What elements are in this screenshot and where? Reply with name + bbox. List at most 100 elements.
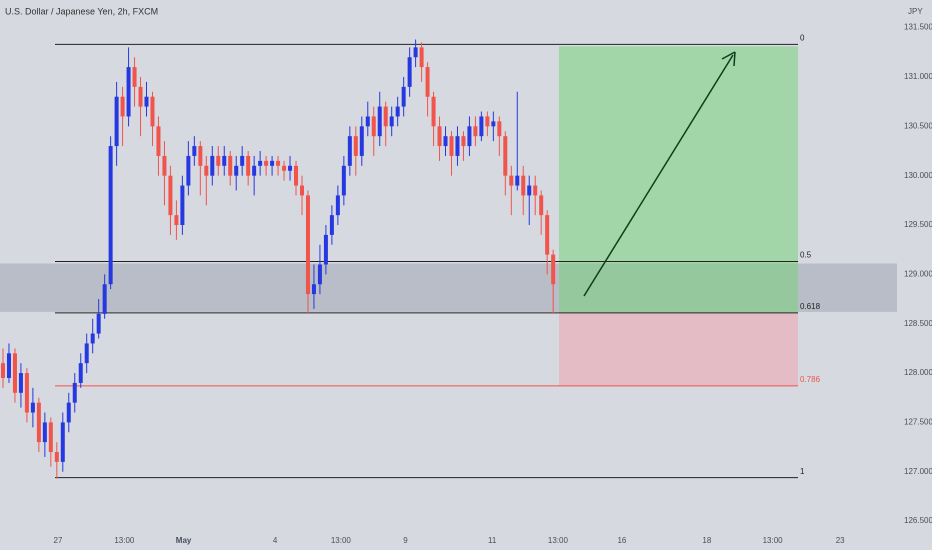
candle-body bbox=[503, 136, 508, 176]
candle-body bbox=[48, 422, 53, 453]
candle-body bbox=[204, 165, 209, 176]
candle-body bbox=[132, 67, 137, 87]
x-tick-label: 4 bbox=[273, 536, 278, 545]
arrow-line bbox=[583, 54, 734, 297]
candle-body bbox=[198, 146, 203, 166]
candle-body bbox=[395, 106, 400, 117]
candle-body bbox=[515, 175, 520, 186]
candle-body bbox=[192, 146, 197, 156]
x-tick-label: 13:00 bbox=[548, 536, 569, 545]
x-tick-label: 18 bbox=[702, 536, 711, 545]
candle-body bbox=[491, 121, 496, 127]
candle-body bbox=[114, 96, 119, 147]
candle-body bbox=[186, 155, 191, 186]
candle-body bbox=[461, 136, 466, 147]
candle-body bbox=[0, 363, 5, 378]
candle-body bbox=[425, 67, 430, 97]
x-tick-label: 13:00 bbox=[331, 536, 352, 545]
candle-body bbox=[323, 234, 328, 265]
candle-body bbox=[72, 382, 77, 403]
candle-body bbox=[60, 422, 65, 462]
candle-body bbox=[222, 155, 227, 166]
x-tick-label: May bbox=[176, 536, 192, 545]
candle-body bbox=[258, 160, 263, 166]
candle-body bbox=[551, 254, 556, 285]
candle-body bbox=[6, 353, 11, 378]
candle-body bbox=[545, 215, 550, 255]
candle-body bbox=[54, 452, 59, 462]
candle-body bbox=[299, 185, 304, 196]
candle-body bbox=[479, 116, 484, 137]
candle-body bbox=[252, 165, 257, 176]
candle-body bbox=[282, 165, 287, 171]
target-box bbox=[559, 46, 798, 313]
candle-body bbox=[180, 185, 185, 226]
fib-label: 0.618 bbox=[800, 302, 821, 311]
candle-body bbox=[42, 422, 47, 443]
candle-body bbox=[228, 155, 233, 176]
candle-body bbox=[12, 353, 17, 393]
candle-body bbox=[341, 165, 346, 196]
candle-body bbox=[455, 136, 460, 156]
fib-label: 0 bbox=[800, 34, 805, 43]
candle-body bbox=[443, 136, 448, 147]
candle-body bbox=[383, 106, 388, 127]
candle-body bbox=[102, 284, 107, 314]
y-tick-label: 130.000 bbox=[904, 171, 932, 180]
stop-box bbox=[559, 312, 798, 386]
candle-body bbox=[473, 126, 478, 137]
fib-label: 0.786 bbox=[800, 375, 821, 384]
candle-body bbox=[156, 126, 161, 156]
candle-body bbox=[78, 363, 83, 383]
candle-body bbox=[174, 215, 179, 226]
candle-body bbox=[162, 155, 167, 176]
x-tick-label: 27 bbox=[54, 536, 63, 545]
candle-body bbox=[371, 116, 376, 137]
candle-body bbox=[270, 160, 275, 166]
y-tick-label: 128.500 bbox=[904, 319, 932, 328]
candle-body bbox=[96, 313, 101, 334]
candle-body bbox=[36, 402, 41, 443]
candle-body bbox=[108, 146, 113, 285]
candle-body bbox=[353, 136, 358, 156]
candle-body bbox=[150, 96, 155, 127]
candle-body bbox=[419, 47, 424, 68]
y-tick-label: 127.500 bbox=[904, 418, 932, 427]
candle-body bbox=[431, 96, 436, 127]
candle-body bbox=[30, 402, 35, 413]
y-tick-label: 129.000 bbox=[904, 269, 932, 278]
candle-body bbox=[18, 373, 23, 393]
candle-body bbox=[246, 155, 251, 176]
candle-body bbox=[407, 57, 412, 87]
candle-body bbox=[90, 333, 95, 344]
candle-body bbox=[234, 165, 239, 176]
candle-body bbox=[305, 195, 310, 295]
candle-body bbox=[216, 155, 221, 166]
candle-body bbox=[521, 175, 526, 196]
candle-body bbox=[329, 215, 334, 235]
candle-body bbox=[66, 402, 71, 423]
arrow-head bbox=[721, 51, 736, 67]
candle-body bbox=[437, 126, 442, 147]
candle-body bbox=[120, 96, 125, 117]
candle-body bbox=[509, 175, 514, 186]
x-tick-label: 9 bbox=[403, 536, 408, 545]
candle-body bbox=[389, 116, 394, 127]
y-tick-label: 128.000 bbox=[904, 368, 932, 377]
candle-body bbox=[449, 136, 454, 156]
candle-body bbox=[294, 165, 299, 186]
chart-title: U.S. Dollar / Japanese Yen, 2h, FXCM bbox=[5, 6, 158, 16]
candle-body bbox=[467, 126, 472, 147]
candle-body bbox=[401, 86, 406, 107]
y-tick-label: 129.500 bbox=[904, 220, 932, 229]
y-tick-label: 131.000 bbox=[904, 72, 932, 81]
candle-body bbox=[311, 284, 316, 295]
candle-body bbox=[288, 165, 293, 171]
candle-body bbox=[497, 121, 502, 137]
candle-body bbox=[240, 155, 245, 166]
y-tick-label: 131.500 bbox=[904, 23, 932, 32]
candle-body bbox=[144, 96, 149, 107]
x-tick-label: 13:00 bbox=[114, 536, 135, 545]
candle-body bbox=[485, 116, 490, 127]
